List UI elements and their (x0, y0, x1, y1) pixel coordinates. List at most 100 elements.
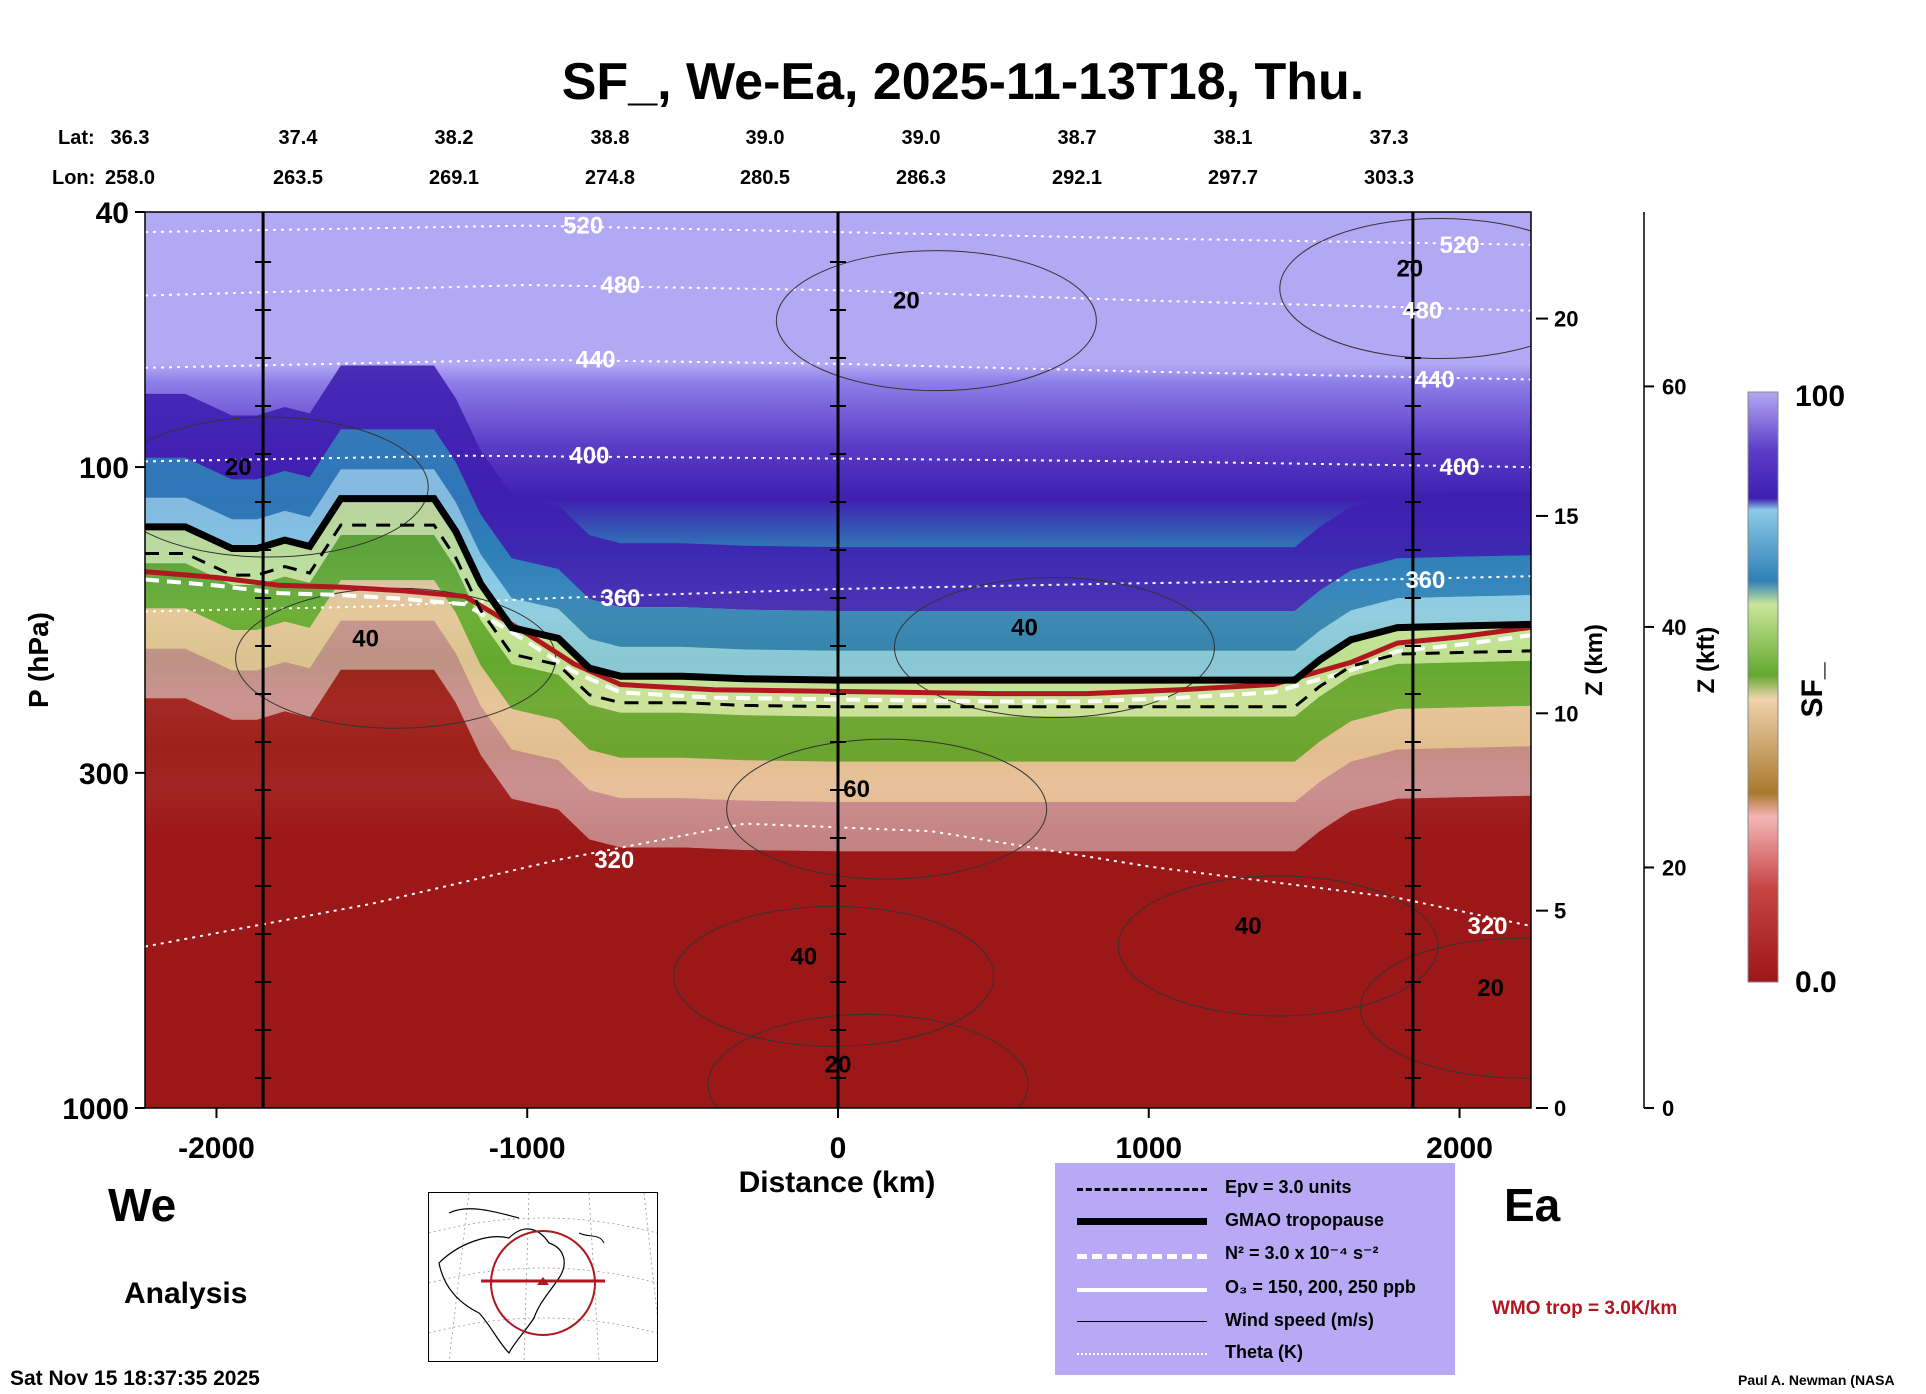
map-domain-circle (490, 1230, 596, 1336)
colorbar-scale (1747, 391, 1779, 983)
theta-label: 480 (1402, 298, 1442, 325)
legend-epv: Epv = 3.0 units (1055, 1173, 1455, 1203)
legend-o3-swatch (1077, 1288, 1207, 1292)
x-tick-label: 2000 (1426, 1132, 1493, 1165)
legend-theta-label: Theta (K) (1225, 1342, 1303, 1362)
theta-label: 400 (1440, 454, 1480, 481)
lon-value: 292.1 (1052, 167, 1102, 189)
wind-contour (893, 577, 1215, 719)
wind-contour (1279, 218, 1531, 359)
lat-value: 38.7 (1058, 127, 1097, 149)
lat-value: 36.3 (111, 127, 150, 149)
credit: Paul A. Newman (NASA (1738, 1372, 1895, 1388)
theta-label: 520 (1440, 232, 1480, 259)
y-tick-label: 100 (79, 452, 129, 485)
y-axis-title: P (hPa) (23, 612, 54, 708)
lat-value: 38.1 (1214, 127, 1253, 149)
lat-value: 39.0 (746, 127, 785, 149)
lat-value: 37.4 (279, 127, 319, 149)
z-km-tick-label: 15 (1554, 504, 1578, 529)
legend-epv-label: Epv = 3.0 units (1225, 1177, 1352, 1197)
theta-label: 360 (1405, 567, 1445, 594)
x-tick-label: -1000 (489, 1132, 566, 1165)
z-km-tick-label: 5 (1554, 899, 1566, 924)
legend-o3-label: O₃ = 150, 200, 250 ppb (1225, 1277, 1416, 1297)
wmo-trop-label: WMO trop = 3.0K/km (1492, 1298, 1678, 1319)
colorbar-max-label: 100 (1795, 380, 1845, 413)
lat-value: 37.3 (1370, 127, 1409, 149)
y-tick-label: 1000 (62, 1093, 129, 1126)
lat-value: 38.8 (591, 127, 630, 149)
z-km-tick-label: 10 (1554, 701, 1578, 726)
y-tick-label: 40 (96, 197, 129, 230)
wind-contour (726, 738, 1048, 880)
colorbar: 100 0.0 SF_ (1747, 380, 1845, 999)
z-km-tick-label: 20 (1554, 307, 1578, 332)
theta-contour (145, 575, 1531, 613)
lon-value: 280.5 (740, 167, 790, 189)
x-tick-label: 0 (830, 1132, 847, 1165)
legend-wind: Wind speed (m/s) (1055, 1306, 1455, 1336)
legend-tropopause-label: GMAO tropopause (1225, 1210, 1385, 1230)
lat-value: 39.0 (902, 127, 941, 149)
wind-label: 60 (843, 776, 870, 803)
wind-label: 20 (225, 454, 252, 481)
legend-n2-swatch (1077, 1254, 1207, 1259)
lat-label: Lat: (58, 127, 95, 149)
lat-lon-header: Lat: Lon: 36.3 37.4 38.2 38.8 39.0 39.0 38.7 38… (52, 127, 1414, 189)
wind-label: 20 (1477, 975, 1504, 1002)
theta-label: 360 (600, 585, 640, 612)
lon-value: 269.1 (429, 167, 479, 189)
z-km-tick-label: 0 (1554, 1096, 1566, 1121)
wind-contour (1117, 875, 1439, 1017)
x-tick-label: 1000 (1115, 1132, 1182, 1165)
wind-contour (775, 250, 1097, 392)
wind-contour (673, 905, 995, 1047)
legend-o3: O₃ = 150, 200, 250 ppb (1055, 1273, 1455, 1303)
colorbar-label: SF_ (1796, 662, 1829, 717)
wind-contour (1360, 937, 1531, 1079)
theta-label: 320 (594, 847, 634, 874)
legend-n2-label: N² = 3.0 x 10⁻⁴ s⁻² (1225, 1243, 1379, 1263)
wind-contour (145, 416, 429, 558)
theta-label: 320 (1467, 913, 1507, 940)
wind-label: 40 (1235, 913, 1262, 940)
legend-wind-swatch (1077, 1321, 1207, 1322)
legend-theta-swatch (1077, 1353, 1207, 1355)
wind-label: 40 (1011, 615, 1038, 642)
legend: Epv = 3.0 units GMAO tropopause N² = 3.0… (1055, 1163, 1455, 1375)
legend-wind-label: Wind speed (m/s) (1225, 1310, 1374, 1330)
legend-tropopause: GMAO tropopause (1055, 1206, 1455, 1236)
wind-label: 40 (790, 943, 817, 970)
legend-tropopause-swatch (1077, 1218, 1207, 1225)
z-kft-tick-label: 40 (1662, 615, 1686, 640)
lon-value: 263.5 (273, 167, 323, 189)
lon-value: 274.8 (585, 167, 635, 189)
wind-label: 20 (893, 288, 920, 315)
z-kft-tick-label: 0 (1662, 1096, 1674, 1121)
colorbar-min-label: 0.0 (1795, 966, 1837, 999)
wind-label: 20 (825, 1051, 852, 1078)
theta-label: 440 (1415, 366, 1455, 393)
lon-value: 303.3 (1364, 167, 1414, 189)
lon-value: 258.0 (105, 167, 155, 189)
epv-line (145, 523, 1531, 709)
legend-theta: Theta (K) (1055, 1338, 1455, 1368)
legend-n2: N² = 3.0 x 10⁻⁴ s⁻² (1055, 1239, 1455, 1269)
lon-value: 286.3 (896, 167, 946, 189)
theta-label: 480 (600, 272, 640, 299)
z-kft-tick-label: 20 (1662, 855, 1686, 880)
z-km-axis-title: Z (km) (1581, 624, 1608, 696)
wind-label: 20 (1396, 255, 1423, 282)
analysis-label: Analysis (124, 1277, 248, 1310)
location-map (428, 1192, 658, 1362)
plot-area: 520 520 480 480 440 440 400 400 360 360 320 320 20 20… (145, 212, 1531, 1108)
lon-label: Lon: (52, 167, 95, 189)
band-purple (145, 365, 1531, 611)
chart-title: SF_, We-Ea, 2025-11-13T18, Thu. (561, 53, 1365, 111)
map-inset-drawing (429, 1193, 657, 1361)
wind-contour (707, 1013, 1029, 1108)
gmao-tropopause-line (145, 495, 1531, 684)
lon-value: 297.7 (1208, 167, 1258, 189)
